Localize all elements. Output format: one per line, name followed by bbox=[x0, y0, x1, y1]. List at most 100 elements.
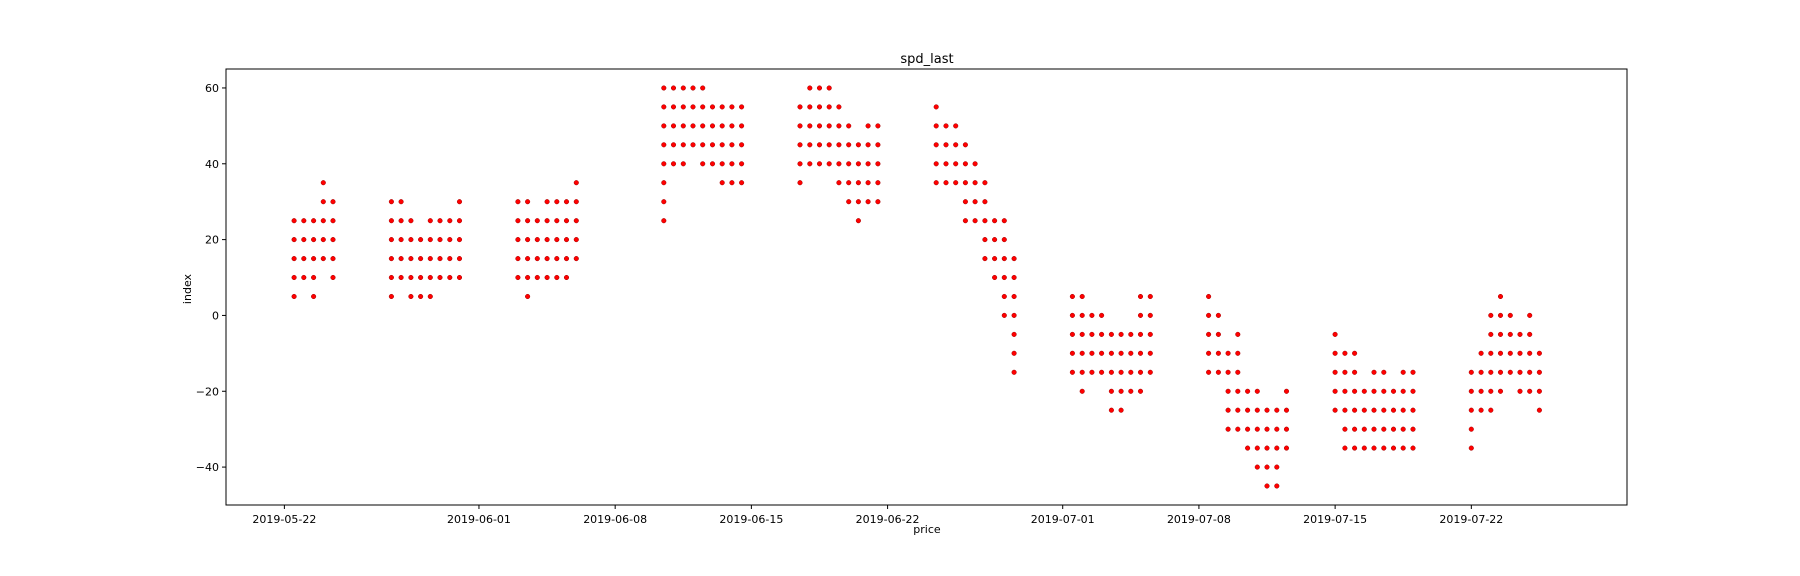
data-point bbox=[1089, 331, 1095, 337]
data-point bbox=[865, 180, 871, 186]
data-point bbox=[1517, 388, 1523, 394]
data-point bbox=[1274, 426, 1280, 432]
data-point bbox=[1361, 445, 1367, 451]
data-point bbox=[1497, 293, 1504, 300]
data-point bbox=[943, 161, 949, 167]
x-tick-label: 2019-06-22 bbox=[856, 513, 920, 526]
data-point bbox=[1527, 369, 1533, 375]
data-point bbox=[1371, 369, 1377, 375]
data-point bbox=[836, 142, 842, 148]
data-point bbox=[1245, 445, 1251, 451]
data-point bbox=[456, 199, 463, 205]
data-point bbox=[554, 237, 560, 243]
data-point bbox=[1011, 312, 1017, 318]
data-point bbox=[1118, 407, 1124, 413]
data-point bbox=[962, 142, 968, 148]
data-point bbox=[1507, 350, 1513, 356]
data-point bbox=[1108, 331, 1114, 337]
data-point bbox=[398, 237, 404, 243]
data-point bbox=[953, 180, 959, 186]
data-point bbox=[1254, 464, 1260, 470]
data-point bbox=[1332, 350, 1338, 356]
data-point bbox=[573, 199, 579, 205]
data-point bbox=[1254, 388, 1260, 394]
data-point bbox=[330, 256, 336, 262]
data-point bbox=[1342, 426, 1348, 432]
data-point bbox=[1206, 312, 1212, 318]
data-point bbox=[933, 123, 939, 129]
data-point bbox=[330, 199, 336, 205]
data-point bbox=[1410, 445, 1416, 451]
data-point bbox=[525, 274, 531, 281]
data-point bbox=[1079, 369, 1085, 375]
data-point bbox=[1069, 331, 1075, 337]
data-point bbox=[311, 218, 317, 224]
data-point bbox=[943, 123, 949, 129]
data-point bbox=[1235, 407, 1241, 413]
data-point bbox=[943, 142, 949, 148]
data-point bbox=[388, 199, 394, 205]
data-point bbox=[427, 218, 433, 224]
data-point bbox=[563, 237, 570, 243]
data-point bbox=[836, 104, 842, 110]
data-point bbox=[330, 237, 336, 243]
data-point bbox=[1361, 388, 1367, 394]
data-point bbox=[826, 161, 832, 167]
data-point bbox=[1215, 369, 1221, 375]
data-point bbox=[291, 274, 297, 281]
data-point bbox=[1274, 464, 1280, 470]
data-point bbox=[1381, 407, 1387, 413]
data-point bbox=[1069, 312, 1075, 318]
data-point bbox=[301, 218, 307, 224]
data-point bbox=[1108, 369, 1114, 375]
data-point bbox=[573, 256, 579, 262]
data-point bbox=[807, 85, 813, 91]
data-point bbox=[1128, 369, 1134, 375]
data-point bbox=[661, 199, 667, 205]
data-point bbox=[797, 104, 803, 110]
data-point bbox=[1400, 388, 1406, 394]
data-point bbox=[515, 218, 521, 224]
data-point bbox=[1099, 312, 1105, 318]
data-point bbox=[544, 199, 550, 205]
data-point bbox=[953, 123, 959, 129]
data-point bbox=[1137, 350, 1144, 356]
data-point bbox=[670, 85, 677, 91]
data-point bbox=[525, 218, 531, 224]
data-point bbox=[408, 237, 414, 243]
chart-title: spd_last bbox=[900, 52, 953, 67]
data-point bbox=[534, 256, 540, 262]
data-point bbox=[1517, 369, 1523, 375]
data-point bbox=[982, 180, 988, 186]
data-point bbox=[982, 218, 988, 224]
y-tick-label: 40 bbox=[205, 158, 219, 171]
data-point bbox=[1264, 426, 1270, 432]
data-point bbox=[700, 104, 706, 110]
data-point bbox=[846, 199, 852, 205]
data-point bbox=[1128, 388, 1134, 394]
data-point bbox=[1001, 256, 1007, 262]
data-point bbox=[855, 199, 861, 205]
data-point bbox=[1283, 426, 1290, 432]
data-point bbox=[797, 180, 803, 186]
data-point bbox=[1352, 369, 1358, 375]
data-point bbox=[1332, 369, 1338, 375]
data-point bbox=[1536, 369, 1542, 375]
data-point bbox=[398, 274, 404, 281]
data-point bbox=[1235, 426, 1241, 432]
data-point bbox=[680, 142, 686, 148]
data-point bbox=[1079, 331, 1085, 337]
data-point bbox=[836, 161, 842, 167]
data-point bbox=[1488, 369, 1494, 375]
data-point bbox=[320, 256, 326, 262]
data-point bbox=[690, 104, 696, 110]
data-point bbox=[330, 218, 336, 224]
data-point bbox=[1137, 369, 1144, 375]
data-point bbox=[1468, 426, 1474, 432]
data-point bbox=[418, 274, 424, 281]
axes: 2019-05-22 2019-06-01 2019-06-08 2019-06-15… bbox=[196, 82, 1504, 526]
data-point bbox=[855, 142, 861, 148]
data-point bbox=[447, 237, 453, 243]
data-point bbox=[1352, 445, 1358, 451]
